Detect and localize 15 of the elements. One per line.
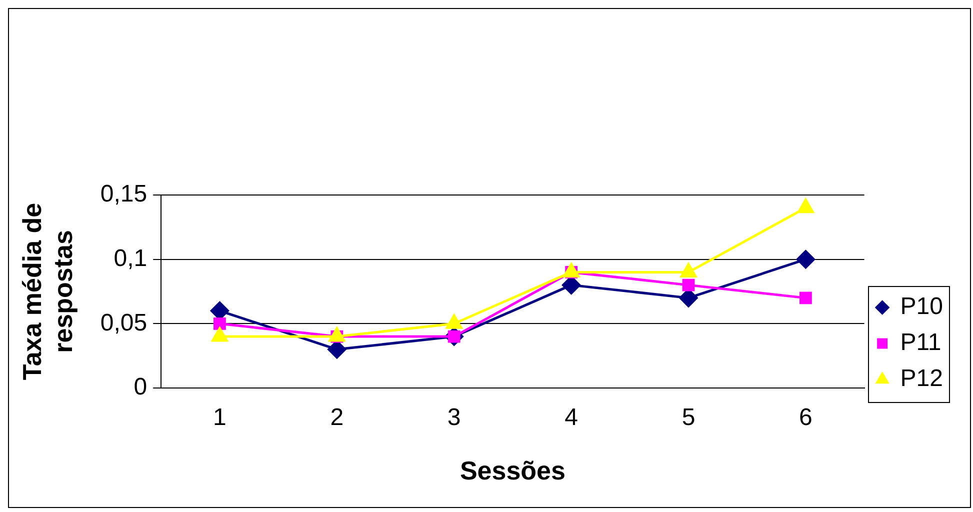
- y-tick-label: 0: [134, 374, 148, 401]
- x-axis-title: Sessões: [460, 456, 566, 486]
- x-tick-label: 1: [213, 404, 226, 432]
- y-tick-label: 0,05: [100, 309, 148, 336]
- legend-label: P11: [900, 329, 942, 356]
- legend-label: P12: [900, 365, 943, 392]
- y-axis-title: Taxa média de respostas: [16, 202, 78, 380]
- x-tick-label: 2: [330, 404, 344, 432]
- x-tick-label: 3: [447, 404, 461, 432]
- y-tick-label: 0,15: [100, 180, 148, 208]
- legend-label: P10: [900, 293, 943, 320]
- y-tick-label: 0,1: [114, 244, 148, 272]
- x-tick-label: 4: [564, 404, 578, 432]
- x-tick-label: 6: [799, 404, 812, 432]
- x-tick-label: 5: [682, 404, 696, 432]
